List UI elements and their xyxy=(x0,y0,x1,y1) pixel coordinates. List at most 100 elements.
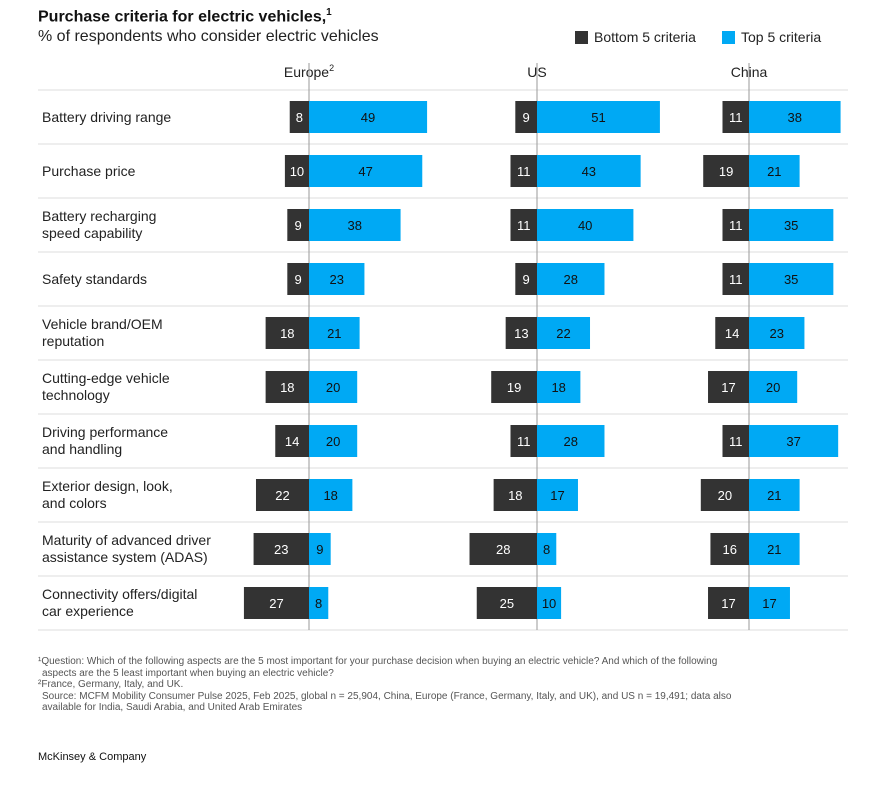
category-label: Safety standards xyxy=(42,271,147,287)
category-label: technology xyxy=(42,387,110,403)
bar-label-top5: 23 xyxy=(769,326,783,341)
category-label: reputation xyxy=(42,333,104,349)
bar-label-bottom5: 9 xyxy=(523,110,530,125)
bar-bottom5 xyxy=(284,155,309,187)
bar-top5 xyxy=(749,425,839,457)
bar-label-top5: 35 xyxy=(784,218,798,233)
bar-top5 xyxy=(749,101,841,133)
bar-label-top5: 21 xyxy=(767,542,781,557)
bar-bottom5 xyxy=(255,479,309,511)
bar-top5 xyxy=(537,587,562,619)
bar-label-top5: 20 xyxy=(766,380,780,395)
category-label: Driving performance xyxy=(42,424,168,440)
chart-area: Battery driving range Purchase price Batte… xyxy=(38,63,848,631)
bar-bottom5 xyxy=(715,317,749,349)
panel-title-footnote-marker: 2 xyxy=(329,63,334,73)
bar-label-bottom5: 17 xyxy=(721,380,735,395)
bar-bottom5 xyxy=(469,533,537,565)
bar-bottom5 xyxy=(265,317,309,349)
bar-label-top5: 21 xyxy=(767,488,781,503)
bar-label-bottom5: 11 xyxy=(729,272,743,287)
bar-label-top5: 17 xyxy=(550,488,564,503)
bar-bottom5 xyxy=(708,587,749,619)
category-label: Battery driving range xyxy=(42,109,171,125)
bar-bottom5 xyxy=(476,587,537,619)
legend-swatch-top xyxy=(722,30,735,44)
category-label: assistance system (ADAS) xyxy=(42,549,208,565)
bar-top5 xyxy=(537,533,557,565)
bar-bottom5 xyxy=(515,101,537,133)
bar-top5 xyxy=(309,263,365,295)
category-label: and handling xyxy=(42,441,122,457)
legend-label-top: Top 5 criteria xyxy=(741,29,822,45)
bar-label-top5: 35 xyxy=(784,272,798,287)
category-label: and colors xyxy=(42,495,107,511)
bar-top5 xyxy=(309,587,329,619)
bar-bottom5 xyxy=(722,425,749,457)
bar-label-top5: 8 xyxy=(543,542,550,557)
bar-label-top5: 38 xyxy=(348,218,362,233)
bar-bottom5 xyxy=(505,317,537,349)
bar-label-bottom5: 23 xyxy=(274,542,288,557)
bar-label-top5: 8 xyxy=(315,596,322,611)
bar-label-top5: 17 xyxy=(762,596,776,611)
bar-bottom5 xyxy=(243,587,309,619)
bar-top5 xyxy=(309,101,428,133)
bar-bottom5 xyxy=(491,371,537,403)
footnote-source-cont: available for India, Saudi Arabia, and U… xyxy=(42,702,303,713)
bar-label-top5: 21 xyxy=(327,326,341,341)
bar-label-top5: 21 xyxy=(767,164,781,179)
bar-top5 xyxy=(537,317,591,349)
bar-bottom5 xyxy=(510,209,537,241)
category-label: Exterior design, look, xyxy=(42,478,173,494)
chart-title: Purchase criteria for electric vehicles,… xyxy=(38,7,332,26)
bar-top5 xyxy=(749,263,834,295)
bar-top5 xyxy=(749,155,800,187)
bar-label-top5: 47 xyxy=(358,164,372,179)
bar-top5 xyxy=(537,425,605,457)
category-label: Maturity of advanced driver xyxy=(42,532,211,548)
bar-label-top5: 40 xyxy=(578,218,592,233)
bar-label-bottom5: 28 xyxy=(496,542,510,557)
category-label: Battery recharging xyxy=(42,208,156,224)
bar-label-top5: 23 xyxy=(329,272,343,287)
bar-bottom5 xyxy=(275,425,309,457)
bar-bottom5 xyxy=(287,209,309,241)
category-label: Cutting-edge vehicle xyxy=(42,370,170,386)
legend-bottom-5: Bottom 5 criteria xyxy=(575,29,696,45)
bar-label-bottom5: 22 xyxy=(275,488,289,503)
bar-label-bottom5: 11 xyxy=(517,164,531,179)
bar-label-top5: 28 xyxy=(564,272,578,287)
bar-label-bottom5: 11 xyxy=(517,434,531,449)
bar-label-top5: 20 xyxy=(326,434,340,449)
bar-top5 xyxy=(749,587,790,619)
bar-label-top5: 18 xyxy=(323,488,337,503)
bar-label-top5: 28 xyxy=(564,434,578,449)
bar-label-bottom5: 11 xyxy=(729,434,743,449)
category-label: speed capability xyxy=(42,225,142,241)
bar-bottom5 xyxy=(253,533,309,565)
title-footnote-marker: 1 xyxy=(326,7,332,18)
bar-top5 xyxy=(749,209,834,241)
bar-label-bottom5: 8 xyxy=(296,110,303,125)
bar-bottom5 xyxy=(493,479,537,511)
bar-label-top5: 37 xyxy=(786,434,800,449)
bar-label-bottom5: 18 xyxy=(280,326,294,341)
bar-bottom5 xyxy=(710,533,749,565)
bar-top5 xyxy=(309,317,360,349)
footnote-source: Source: MCFM Mobility Consumer Pulse 202… xyxy=(42,690,732,702)
bar-bottom5 xyxy=(722,209,749,241)
bar-label-top5: 49 xyxy=(361,110,375,125)
bar-label-top5: 38 xyxy=(788,110,802,125)
bar-top5 xyxy=(749,317,805,349)
bar-label-bottom5: 18 xyxy=(508,488,522,503)
legend-top-5: Top 5 criteria xyxy=(722,29,821,45)
bar-label-bottom5: 14 xyxy=(285,434,299,449)
bar-label-bottom5: 18 xyxy=(280,380,294,395)
footnote-1-cont: aspects are the 5 least important when b… xyxy=(42,667,334,679)
bar-bottom5 xyxy=(700,479,749,511)
bar-label-bottom5: 20 xyxy=(718,488,732,503)
bar-top5 xyxy=(309,371,358,403)
bar-label-bottom5: 11 xyxy=(517,218,531,233)
bar-label-bottom5: 16 xyxy=(722,542,736,557)
